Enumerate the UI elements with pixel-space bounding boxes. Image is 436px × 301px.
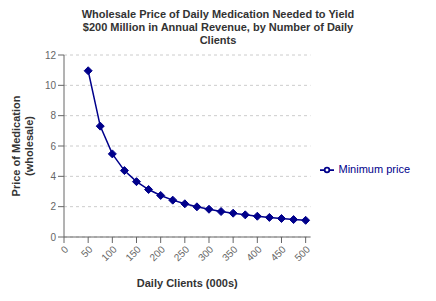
svg-text:0: 0 — [50, 232, 56, 243]
svg-text:150: 150 — [123, 243, 143, 263]
svg-text:4: 4 — [50, 171, 56, 182]
svg-text:450: 450 — [268, 243, 288, 263]
svg-text:Price of Medication(wholesale): Price of Medication(wholesale) — [10, 95, 35, 196]
svg-text:10: 10 — [45, 80, 57, 91]
html-text:Minimum price: Minimum price — [338, 163, 410, 175]
svg-text:2: 2 — [50, 201, 56, 212]
svg-text:6: 6 — [50, 141, 56, 152]
svg-text:12: 12 — [45, 50, 57, 61]
svg-text:50: 50 — [79, 243, 95, 259]
html-text:Wholesale Price of Daily Medic: Wholesale Price of Daily Medication Need… — [81, 8, 355, 20]
svg-text:100: 100 — [99, 243, 119, 263]
svg-text:350: 350 — [220, 243, 240, 263]
html-text:Clients: Clients — [199, 34, 237, 46]
svg-text:250: 250 — [172, 243, 192, 263]
svg-text:300: 300 — [196, 243, 216, 263]
svg-text:Daily Clients (000s): Daily Clients (000s) — [137, 277, 238, 289]
svg-text:200: 200 — [148, 243, 168, 263]
html-text:$200 Million in Annual Revenue: $200 Million in Annual Revenue, by Numbe… — [82, 21, 354, 33]
svg-text:0: 0 — [59, 243, 71, 255]
svg-text:8: 8 — [50, 110, 56, 121]
svg-text:400: 400 — [244, 243, 264, 263]
svg-text:500: 500 — [293, 243, 313, 263]
